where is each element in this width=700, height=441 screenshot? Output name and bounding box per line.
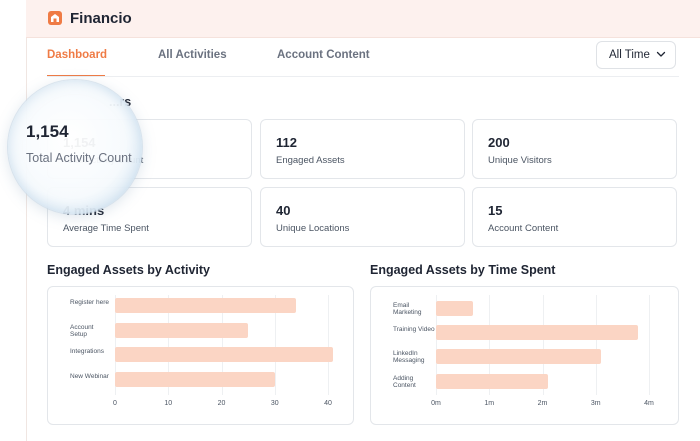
category-label: Account Setup xyxy=(70,324,94,338)
chart-gridline xyxy=(274,295,276,395)
magnified-stat-label: Total Activity Count xyxy=(26,151,132,165)
x-tick-label: 4m xyxy=(644,400,654,407)
x-tick-label: 0m xyxy=(431,400,441,407)
stat-label: Unique Visitors xyxy=(488,155,552,166)
time-filter-dropdown[interactable]: All Time xyxy=(596,41,676,69)
stat-card-unique-locations[interactable]: 40 Unique Locations xyxy=(260,187,465,247)
chart-engaged-assets-by-activity: 0 10 20 30 40 Register here Account Setup Integ… xyxy=(47,286,354,425)
chart-bar[interactable] xyxy=(115,347,334,362)
chart-bar[interactable] xyxy=(436,349,602,364)
stat-card-unique-visitors[interactable]: 200 Unique Visitors xyxy=(472,119,677,179)
tabs-divider xyxy=(47,76,679,77)
category-label: LinkedIn Messaging xyxy=(393,350,425,364)
stat-value: 112 xyxy=(276,135,297,150)
chart-bar[interactable] xyxy=(115,372,275,387)
chart-gridline xyxy=(115,295,116,395)
stat-label: Account Content xyxy=(488,223,559,234)
chart-bar[interactable] xyxy=(115,323,249,338)
chart-title-time-spent: Engaged Assets by Time Spent xyxy=(370,263,556,277)
time-filter-value: All Time xyxy=(609,49,650,61)
category-label: Email Marketing xyxy=(393,302,422,316)
chart-engaged-assets-by-time-spent: 0m 1m 2m 3m 4m Email Marketing Training Video L… xyxy=(370,286,679,425)
x-tick-label: 1m xyxy=(484,400,495,407)
x-tick-label: 2m xyxy=(537,400,548,407)
chart-bar[interactable] xyxy=(436,374,548,389)
chart-gridline xyxy=(595,295,597,395)
category-label: Register here xyxy=(70,299,110,306)
chart-gridline xyxy=(489,295,491,395)
x-tick-label: 10 xyxy=(164,400,173,407)
stat-card-engaged-assets[interactable]: 112 Engaged Assets xyxy=(260,119,465,179)
stat-value: 200 xyxy=(488,135,510,150)
chart-gridline xyxy=(542,295,544,395)
chart-gridline xyxy=(649,295,650,395)
x-tick-label: 20 xyxy=(217,400,226,407)
magnifier-lens xyxy=(8,80,142,214)
stat-value: 40 xyxy=(276,203,291,218)
x-tick-label: 3m xyxy=(590,400,601,407)
financio-logo-icon xyxy=(48,11,62,25)
chart-gridline xyxy=(221,295,223,395)
tab-account-content[interactable]: Account Content xyxy=(277,49,370,61)
title-bar xyxy=(26,0,700,38)
app-title: Financio xyxy=(70,10,132,27)
chart-gridline xyxy=(436,295,437,395)
category-label: Adding Content xyxy=(393,375,416,389)
chart-bar[interactable] xyxy=(436,325,639,340)
chart-gridline xyxy=(168,295,170,395)
chart-gridline xyxy=(328,295,329,395)
magnified-stat-value: 1,154 xyxy=(26,122,69,141)
stat-label: Engaged Assets xyxy=(276,155,345,166)
stat-label: Unique Locations xyxy=(276,223,350,234)
stat-label: Average Time Spent xyxy=(63,223,149,234)
category-label: Training Video xyxy=(393,326,435,333)
tab-all-activities[interactable]: All Activities xyxy=(158,49,227,61)
x-tick-label: 40 xyxy=(324,400,332,407)
category-label: New Webinar xyxy=(70,373,109,380)
x-tick-label: 30 xyxy=(270,400,279,407)
chevron-down-icon xyxy=(656,51,666,57)
stat-card-account-content[interactable]: 15 Account Content xyxy=(472,187,677,247)
chart-bar[interactable] xyxy=(115,298,297,313)
x-tick-label: 0 xyxy=(113,400,117,407)
tab-dashboard[interactable]: Dashboard xyxy=(47,49,108,61)
chart-bar[interactable] xyxy=(436,301,474,316)
category-label: Integrations xyxy=(70,348,104,355)
stat-value: 15 xyxy=(488,203,503,218)
chart-title-activity: Engaged Assets by Activity xyxy=(47,263,211,277)
